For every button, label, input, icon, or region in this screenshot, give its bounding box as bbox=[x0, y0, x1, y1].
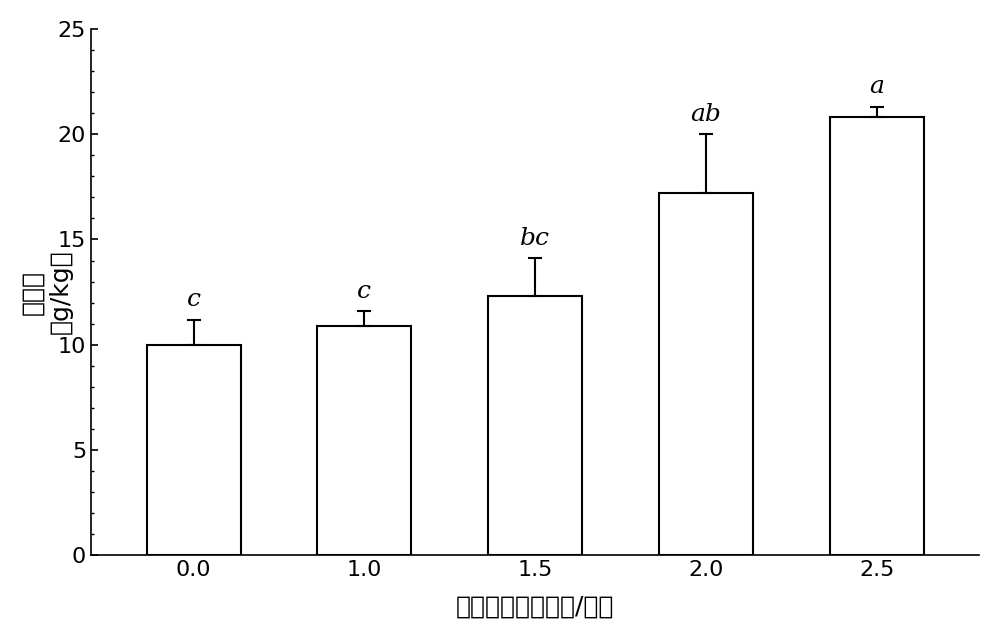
Bar bbox=[659, 193, 753, 555]
Bar bbox=[488, 296, 582, 555]
Bar bbox=[317, 326, 411, 555]
Text: bc: bc bbox=[520, 227, 550, 250]
Y-axis label: 有机质
（g/kg）: 有机质 （g/kg） bbox=[21, 250, 73, 334]
Text: c: c bbox=[187, 288, 201, 311]
Bar bbox=[147, 345, 241, 555]
X-axis label: 污泥产物用量（吨/亩）: 污泥产物用量（吨/亩） bbox=[456, 594, 614, 618]
Text: a: a bbox=[869, 75, 884, 98]
Bar bbox=[830, 118, 924, 555]
Text: c: c bbox=[357, 280, 371, 303]
Text: ab: ab bbox=[690, 103, 721, 126]
